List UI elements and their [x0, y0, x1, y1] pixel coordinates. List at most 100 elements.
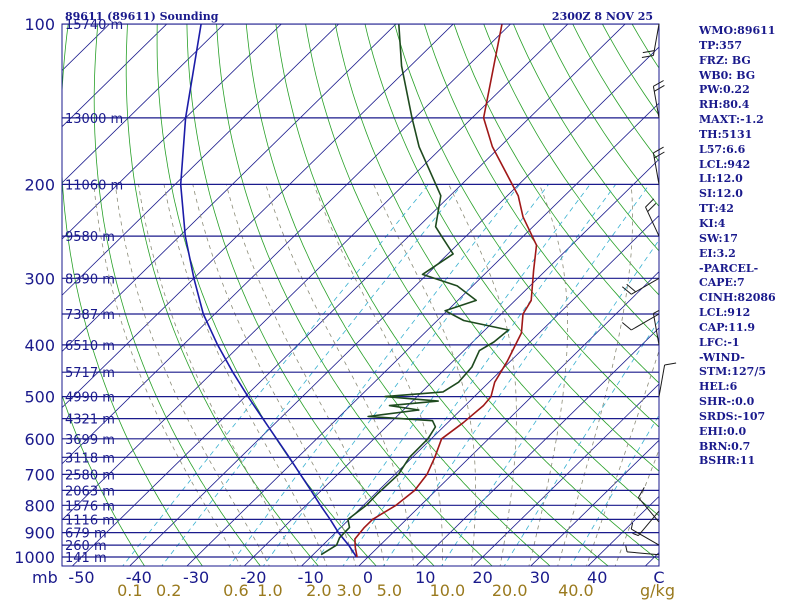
- height-label: 4990 m: [65, 391, 115, 406]
- dry-adiabat: [483, 24, 659, 296]
- wind-barb: [658, 362, 677, 397]
- chart-title: 89611 (89611) Sounding: [65, 10, 219, 23]
- moist-adiabat: [163, 184, 328, 566]
- wind-barb: [632, 510, 660, 537]
- stat-entry: WB0: BG: [699, 68, 756, 82]
- wind-barb: [645, 198, 660, 237]
- moist-adiabat: [313, 184, 443, 566]
- stat-entry: -PARCEL-: [699, 261, 759, 275]
- dry-adiabat: [394, 24, 659, 428]
- mixing-ratio-tick-label: 1.0: [257, 581, 282, 600]
- plot-frame: [61, 23, 660, 567]
- height-label: 6510 m: [65, 339, 115, 354]
- height-label: 9580 m: [65, 230, 115, 245]
- pressure-tick-label: 900: [24, 524, 55, 543]
- dry-adiabat: [305, 24, 659, 562]
- wind-barb: [637, 487, 660, 523]
- wind-barb: [652, 146, 665, 185]
- height-label: 1576 m: [65, 499, 115, 514]
- mixing-ratio-lines: [122, 184, 659, 566]
- isotherm--130: [62, 24, 168, 128]
- height-label: 8390 m: [65, 272, 115, 287]
- temperature-tick-label: -30: [183, 568, 209, 587]
- height-label: 11060 m: [65, 178, 123, 193]
- sounding-traces: [179, 24, 538, 558]
- dry-adiabat: [62, 393, 146, 566]
- height-label: 4321 m: [65, 413, 115, 428]
- isotherm--90: [62, 24, 397, 352]
- wind-barb: [621, 313, 660, 331]
- moist-adiabat: [557, 184, 634, 566]
- isotherm--120: [62, 24, 225, 184]
- dewpoint-trace: [320, 24, 510, 556]
- temperature-tick-label: 0: [363, 568, 373, 587]
- height-label: 260 m: [65, 539, 107, 554]
- height-label: 15740 m: [65, 18, 123, 33]
- dry-adiabat: [245, 24, 551, 566]
- mixing-ratio-tick-label: 5.0: [377, 581, 402, 600]
- isotherm--80: [62, 24, 454, 409]
- mixing-ratio-labels: 0.1 0.2 0.6 1.0 2.0 3.0 5.0 10.0 20.0 40.0: [117, 581, 594, 600]
- pressure-tick-label: 300: [24, 269, 55, 288]
- pressure-tick-label: 700: [24, 465, 55, 484]
- height-label: 141 m: [65, 551, 107, 566]
- wind-barb: [630, 522, 660, 546]
- stat-entry: SI:12.0: [699, 187, 743, 201]
- mixing-ratio-line: [122, 184, 429, 566]
- temperature-axis-end: C: [653, 568, 664, 587]
- moist-adiabat: [265, 184, 414, 566]
- height-label: 679 m: [65, 527, 107, 542]
- height-label: 7387 m: [65, 308, 115, 323]
- stat-entry: LCL:942: [699, 157, 751, 171]
- height-labels: 15740 m 13000 m 11060 m 9580 m 8390 m 7387 m 6…: [65, 18, 123, 566]
- stat-entry: STM:127/5: [699, 365, 766, 379]
- dry-adiabat: [186, 24, 435, 566]
- dry-adiabat: [62, 24, 203, 566]
- moist-adiabat: [528, 184, 568, 566]
- stat-entry: WMO:89611: [699, 24, 776, 37]
- stat-entry: TP:357: [699, 38, 743, 52]
- height-label: 3118 m: [65, 451, 115, 466]
- pressure-tick-label: 600: [24, 430, 55, 449]
- dry-adiabat: [453, 24, 659, 340]
- height-label: 2580 m: [65, 468, 115, 483]
- dry-adiabat: [334, 24, 659, 517]
- mixing-ratio-line: [441, 239, 659, 566]
- mixing-ratio-line: [382, 184, 650, 566]
- mixing-ratio-line: [262, 184, 549, 566]
- moist-adiabat: [448, 184, 517, 566]
- wind-barb: [641, 23, 660, 58]
- pressure-tick-label: 800: [24, 496, 55, 515]
- stat-entry: PW:0.22: [699, 83, 750, 97]
- stat-entry: FRZ: BG: [699, 53, 751, 67]
- stability-indices-panel: WMO:89611 TP:357 FRZ: BG WB0: BG PW:0.22 RH:8…: [699, 24, 776, 469]
- temperature-tick-label: -20: [240, 568, 266, 587]
- stat-entry: -WIND-: [699, 350, 745, 364]
- stat-entry: LI:12.0: [699, 172, 743, 186]
- wind-barbs: [621, 23, 677, 556]
- temperature-trace: [354, 24, 538, 558]
- mixing-ratio-unit-label: g/kg: [640, 581, 675, 600]
- pressure-axis-labels: 100 200 300 400 500 600 700 800 900 1000: [14, 15, 55, 567]
- height-label: 2063 m: [65, 484, 115, 499]
- wind-barb: [625, 545, 660, 556]
- mixing-ratio-tick-label: 0.2: [156, 581, 181, 600]
- temperature-tick-label: 40: [587, 568, 607, 587]
- stat-entry: MAXT:-1.2: [699, 113, 764, 127]
- dry-adiabat: [93, 24, 261, 566]
- wind-barb: [652, 309, 660, 345]
- moist-adiabat: [138, 184, 299, 566]
- moist-adiabat: [192, 184, 357, 566]
- dry-adiabat: [275, 24, 609, 566]
- moist-adiabat: [373, 184, 476, 566]
- mixing-ratio-line: [570, 414, 659, 566]
- height-label: 13000 m: [65, 112, 123, 127]
- pressure-unit-label: mb: [32, 568, 58, 587]
- isotherm--10: [300, 214, 659, 566]
- isotherm--100: [62, 24, 340, 296]
- parcel-trace: [179, 24, 358, 558]
- pressure-tick-label: 500: [24, 388, 55, 407]
- mixing-ratio-tick-label: 3.0: [336, 581, 361, 600]
- stat-entry: LFC:-1: [699, 335, 740, 349]
- temperature-tick-label: -40: [126, 568, 152, 587]
